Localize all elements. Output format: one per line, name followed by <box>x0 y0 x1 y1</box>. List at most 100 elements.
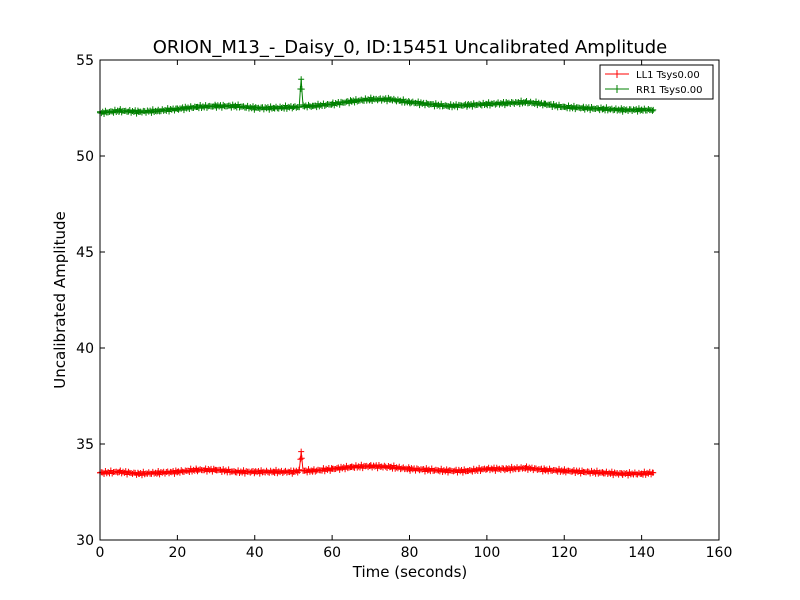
data-point-marker <box>415 98 422 105</box>
data-point-marker <box>291 468 298 475</box>
data-point-marker <box>203 468 210 475</box>
data-point-marker <box>469 468 476 475</box>
data-point-marker <box>342 466 349 473</box>
data-point-marker <box>450 468 457 475</box>
data-point-marker <box>120 468 127 475</box>
data-point-marker <box>409 466 416 473</box>
y-axis-label: Uncalibrated Amplitude <box>51 211 69 388</box>
data-point-marker <box>450 102 457 109</box>
data-point-marker <box>125 468 132 475</box>
data-point-marker <box>421 468 428 475</box>
data-point-marker <box>379 95 386 102</box>
data-point-marker <box>332 99 339 106</box>
data-point-marker <box>244 102 251 109</box>
data-point-marker <box>275 468 282 475</box>
x-tick-label: 80 <box>401 545 419 561</box>
data-point-marker <box>206 102 213 109</box>
data-point-marker <box>304 469 311 476</box>
data-point-marker <box>226 469 233 476</box>
data-point-marker <box>193 465 200 472</box>
data-point-marker <box>99 469 106 476</box>
x-tick-label: 120 <box>551 545 578 561</box>
data-point-marker <box>641 468 648 475</box>
data-point-marker <box>301 103 308 110</box>
data-point-marker <box>231 468 238 475</box>
data-point-marker <box>293 104 300 111</box>
data-point-marker <box>583 469 590 476</box>
data-point-marker <box>110 109 117 116</box>
data-point-marker <box>629 470 636 477</box>
data-point-marker <box>458 467 465 474</box>
data-point-marker <box>533 98 540 105</box>
data-point-marker <box>199 103 206 110</box>
data-point-marker <box>528 464 535 471</box>
data-point-marker <box>175 106 182 113</box>
y-tick-label: 30 <box>76 533 94 549</box>
data-point-marker <box>166 470 173 477</box>
data-point-marker <box>338 98 345 105</box>
data-point-marker <box>650 106 657 113</box>
data-point-marker <box>297 456 304 463</box>
data-point-marker <box>155 467 162 474</box>
data-point-marker <box>533 465 540 472</box>
data-point-marker <box>118 109 125 116</box>
data-point-marker <box>136 471 143 478</box>
data-point-marker <box>235 467 242 474</box>
x-tick-label: 160 <box>706 545 733 561</box>
data-point-marker <box>285 103 292 110</box>
data-point-marker <box>538 99 545 106</box>
data-point-marker <box>298 448 305 455</box>
data-point-marker <box>527 465 534 472</box>
data-point-marker <box>126 107 133 114</box>
data-point-marker <box>137 108 144 115</box>
legend-label: RR1 Tsys0.00 <box>636 85 703 96</box>
data-point-marker <box>595 470 602 477</box>
data-point-marker <box>551 103 558 110</box>
data-point-marker <box>101 470 108 477</box>
data-point-marker <box>354 98 361 105</box>
data-point-marker <box>491 100 498 107</box>
data-point-marker <box>283 469 290 476</box>
data-point-marker <box>186 105 193 112</box>
data-point-marker <box>240 467 247 474</box>
data-point-marker <box>243 468 250 475</box>
data-point-marker <box>273 466 280 473</box>
data-point-marker <box>344 465 351 472</box>
data-point-marker <box>466 102 473 109</box>
data-point-marker <box>358 96 365 103</box>
data-point-marker <box>649 107 656 114</box>
data-point-marker <box>315 100 322 107</box>
data-point-marker <box>224 103 231 110</box>
data-point-marker <box>530 100 537 107</box>
data-point-marker <box>236 104 243 111</box>
data-point-marker <box>252 104 259 111</box>
data-point-marker <box>98 110 105 117</box>
data-point-marker <box>511 465 518 472</box>
x-tick-label: 0 <box>96 545 105 561</box>
data-point-marker <box>339 465 346 472</box>
data-point-marker <box>608 468 615 475</box>
x-tick-label: 100 <box>474 545 501 561</box>
data-point-marker <box>633 106 640 113</box>
data-point-marker <box>542 100 549 107</box>
data-point-marker <box>635 469 642 476</box>
data-point-marker <box>277 103 284 110</box>
x-axis-label: Time (seconds) <box>352 563 468 581</box>
data-point-marker <box>218 469 225 476</box>
data-point-marker <box>317 101 324 108</box>
data-point-marker <box>320 465 327 472</box>
plot-frame <box>99 59 720 541</box>
data-point-marker <box>366 97 373 104</box>
data-point-marker <box>159 469 166 476</box>
data-point-marker <box>202 465 209 472</box>
data-point-marker <box>298 86 305 93</box>
data-point-marker <box>374 465 381 472</box>
data-point-marker <box>407 467 414 474</box>
data-point-marker <box>592 106 599 113</box>
data-point-marker <box>549 104 556 111</box>
data-point-marker <box>228 104 235 111</box>
data-point-marker <box>202 102 209 109</box>
data-point-marker <box>298 76 305 83</box>
data-point-marker <box>570 102 577 109</box>
y-tick-label: 40 <box>76 341 94 357</box>
